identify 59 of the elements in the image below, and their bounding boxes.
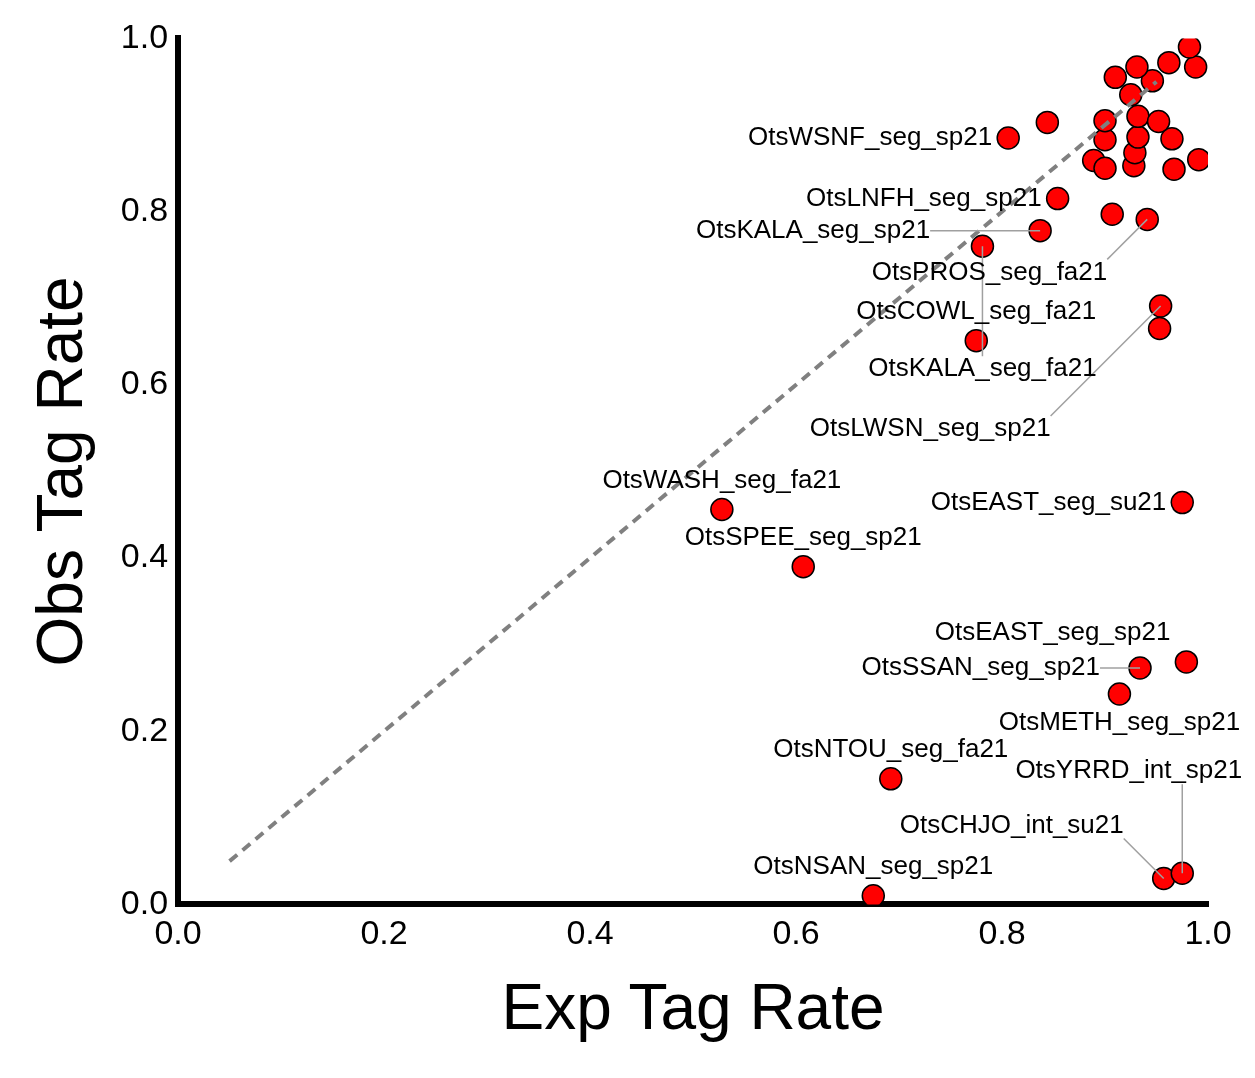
y-tick-label: 0.2 [120,709,169,748]
y-tick-label: 0.4 [120,536,169,575]
point [879,767,903,791]
point [996,126,1020,150]
annotation: OtsEAST_seg_sp21 [934,616,1171,647]
point [1126,104,1150,129]
annotation: OtsPROS_seg_fa21 [871,255,1108,286]
point [1146,109,1171,134]
annotation: OtsCOWL_seg_fa21 [856,294,1097,325]
annotation: OtsLWSN_seg_sp21 [809,412,1051,443]
annotation: OtsNSAN_seg_sp21 [753,849,994,880]
x-tick-label: 0.8 [978,913,1026,952]
point [1028,218,1052,243]
point [1177,38,1202,59]
point [1147,316,1172,341]
x-tick-label: 0.2 [360,913,408,952]
y-tick-label: 0.8 [120,189,169,228]
annotation: OtsYRRD_int_sp21 [1015,754,1243,785]
point [1093,127,1117,152]
y-axis-title: Obs Tag Rate [24,276,97,667]
point [1157,50,1181,75]
point [1100,202,1124,226]
annotation: OtsLNFH_seg_sp21 [806,181,1042,212]
point [1125,55,1149,79]
y-tick-label: 0.6 [120,363,169,402]
x-tick-label: 0.4 [566,913,614,952]
x-axis-title: Exp Tag Rate [501,971,885,1044]
annotation: OtsWASH_seg_fa21 [602,463,842,494]
point [1135,207,1159,232]
annotation: OtsSPEE_seg_sp21 [684,520,922,551]
point [1148,294,1173,318]
point [861,883,886,905]
point [1103,65,1128,90]
point [1186,147,1208,172]
point [1160,127,1184,151]
point [1045,186,1070,211]
point [1170,861,1194,885]
point [1162,157,1186,181]
point [1035,110,1060,135]
point [964,328,989,353]
annotation: OtsKALA_seg_sp21 [695,213,931,244]
point [970,234,995,258]
point [1128,656,1152,680]
point [791,554,815,579]
point [1174,650,1199,674]
point [710,497,734,522]
annotation: OtsEAST_seg_su21 [930,485,1167,516]
point [1107,682,1132,706]
point [1126,125,1150,149]
point [1093,156,1117,181]
annotation: OtsSSAN_seg_sp21 [861,651,1101,682]
point [1170,490,1194,515]
annotation: OtsKALA_seg_fa21 [868,352,1097,383]
x-tick-label: 0.6 [772,913,820,952]
annotation: OtsWSNF_seg_sp21 [747,121,993,152]
x-tick-label: 1.0 [1184,913,1232,952]
point [1183,55,1208,79]
annotation: OtsCHJO_int_su21 [899,808,1124,839]
y-tick-label: 1.0 [120,16,169,55]
